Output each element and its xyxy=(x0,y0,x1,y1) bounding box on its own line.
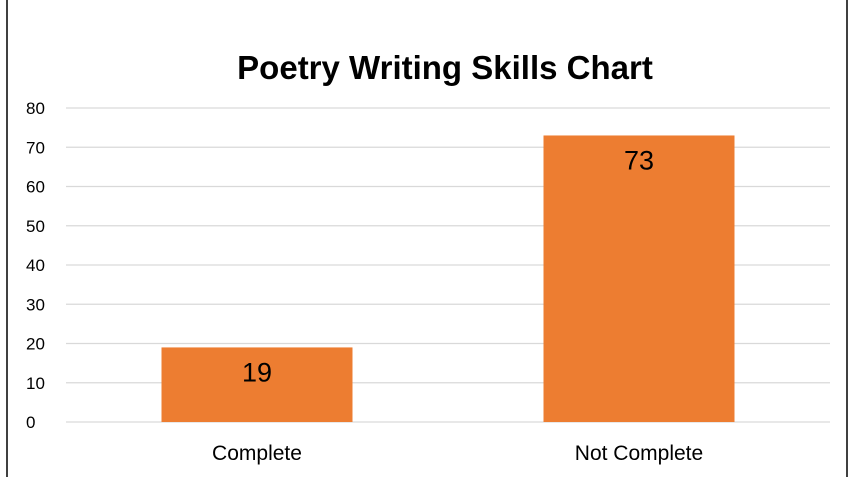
x-axis-tick-labels: Complete Not Complete xyxy=(212,442,703,465)
y-tick-label: 60 xyxy=(26,178,45,197)
data-label: 73 xyxy=(624,145,654,175)
x-tick-label: Complete xyxy=(212,442,302,465)
bars xyxy=(161,135,735,422)
y-tick-label: 30 xyxy=(26,295,45,314)
data-label: 19 xyxy=(242,357,272,387)
bar-not-complete xyxy=(543,135,735,422)
y-tick-label: 20 xyxy=(26,335,45,354)
y-tick-label: 70 xyxy=(26,138,45,157)
chart-title: Poetry Writing Skills Chart xyxy=(237,49,653,86)
y-tick-label: 40 xyxy=(26,256,45,275)
y-tick-label: 50 xyxy=(26,217,45,236)
bar-complete xyxy=(161,347,353,422)
y-axis-tick-labels: 0 10 20 30 40 50 60 70 80 xyxy=(26,99,45,432)
y-tick-label: 80 xyxy=(26,99,45,118)
x-tick-label: Not Complete xyxy=(575,442,703,465)
y-tick-label: 0 xyxy=(26,413,35,432)
y-tick-label: 10 xyxy=(26,374,45,393)
